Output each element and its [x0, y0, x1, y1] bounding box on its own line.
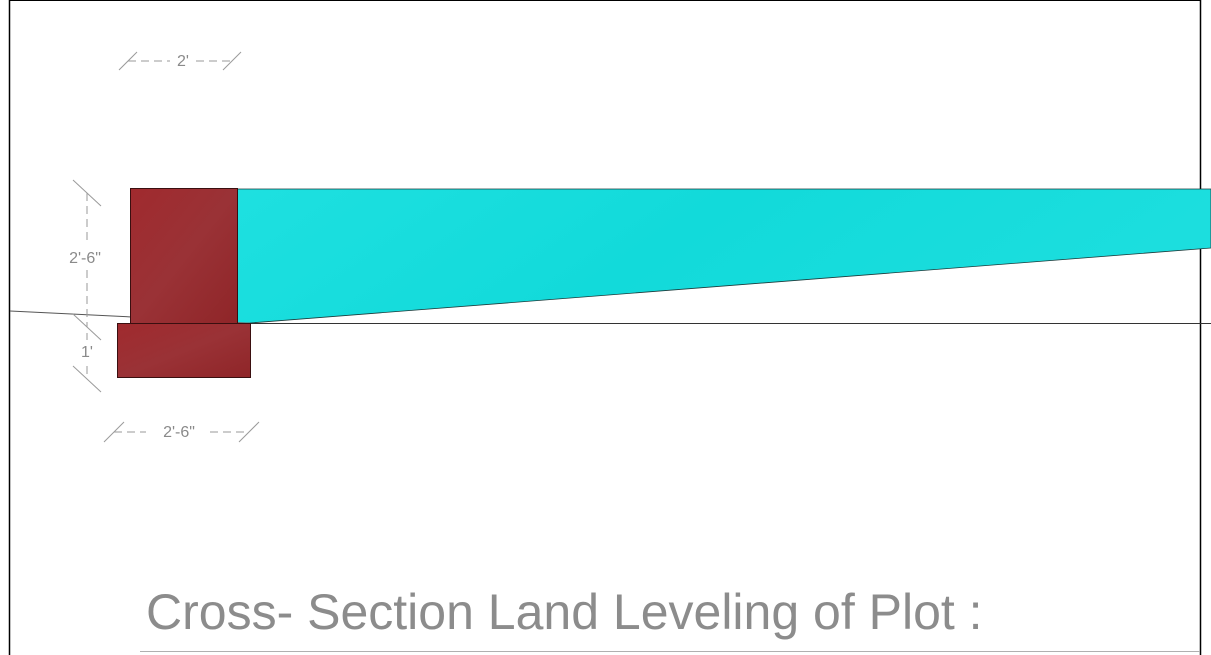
footing-width-label: 2'-6" [163, 424, 195, 441]
dimension-wall-height: 2'-6" [69, 179, 102, 341]
wall-height-label: 2'-6" [69, 250, 101, 267]
title-underline [140, 651, 1200, 652]
dimension-wall-width: 2' [118, 51, 242, 71]
retaining-wall [130, 188, 238, 324]
wall-footing [117, 323, 251, 378]
dimension-footing-width: 2'-6" [103, 421, 260, 443]
earth-fill-wedge [236, 188, 1211, 324]
existing-ground-line [9, 310, 133, 318]
dimension-footing-height: 1' [72, 333, 102, 393]
footing-height-label: 1' [81, 344, 93, 361]
wall-width-label: 2' [177, 53, 189, 70]
drawing-title: Cross- Section Land Leveling of Plot : [146, 584, 983, 640]
